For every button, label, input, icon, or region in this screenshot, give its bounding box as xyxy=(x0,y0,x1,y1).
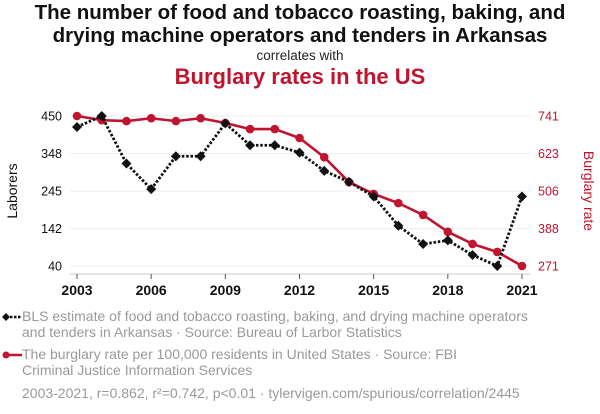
series-laborers-point xyxy=(96,111,107,121)
series-laborers-point xyxy=(121,158,132,169)
y-axis-right-label: Burglary rate xyxy=(581,151,597,231)
y-right-tick-label: 741 xyxy=(538,110,559,124)
y-right-tick-label: 388 xyxy=(538,222,559,236)
series-laborers-point xyxy=(492,261,503,271)
series-laborers-point xyxy=(195,151,206,162)
line-chart: 450 348 245 142 40 741 623 506 388 271 2003 2006 200… xyxy=(4,110,597,299)
series-laborers-point xyxy=(393,220,404,231)
y-right-tick-label: 271 xyxy=(538,260,559,274)
y-right-tick-label: 506 xyxy=(538,185,559,199)
title-line-1: The number of food and tobacco roasting,… xyxy=(34,1,566,24)
series-group xyxy=(72,111,527,271)
series-burglary-point xyxy=(196,113,205,123)
x-tick-label: 2018 xyxy=(432,282,463,298)
series-burglary-point xyxy=(394,198,403,208)
series-burglary-point xyxy=(443,227,453,237)
correlates-text: correlates with xyxy=(256,48,344,63)
x-tick-label: 2015 xyxy=(358,282,389,298)
x-tick-label: 2009 xyxy=(210,282,241,298)
y-right-tick-label: 623 xyxy=(538,147,559,161)
series-laborers-point xyxy=(319,165,330,176)
y-left-tick-label: 348 xyxy=(41,147,62,161)
series-laborers-point xyxy=(442,235,453,246)
title-line-2: drying machine operators and tenders in … xyxy=(52,24,548,47)
chart-title: The number of food and tobacco roasting,… xyxy=(0,1,600,47)
chart-subtitle: Burglary rates in the US xyxy=(174,64,426,89)
series-laborers-point xyxy=(269,140,280,151)
diamond-icon xyxy=(2,313,10,321)
gridlines xyxy=(70,115,530,267)
series-burglary-point xyxy=(319,152,329,162)
legend-item-series1-line1: BLS estimate of food and tobacco roastin… xyxy=(22,308,528,324)
series-laborers-point xyxy=(245,140,256,151)
series-laborers-point xyxy=(294,147,305,158)
circle-icon xyxy=(2,351,10,359)
series-laborers-point xyxy=(220,118,231,129)
legend-item-series2-line1: The burglary rate per 100,000 residents … xyxy=(22,346,458,362)
x-tick-label: 2012 xyxy=(284,282,315,298)
x-tick-label: 2003 xyxy=(61,282,92,298)
series-laborers-point xyxy=(418,239,429,250)
series-burglary-point xyxy=(122,116,131,126)
legend-item-series2: The burglary rate per 100,000 residents … xyxy=(22,346,592,378)
y-left-tick-label: 450 xyxy=(41,110,62,124)
x-tick-label: 2021 xyxy=(506,282,537,298)
series-burglary-point xyxy=(245,124,255,134)
series-burglary-point xyxy=(492,247,502,257)
series-burglary-point xyxy=(418,210,428,220)
series-burglary-point xyxy=(146,113,156,123)
series-laborers-point xyxy=(517,191,527,202)
series-burglary-point xyxy=(171,116,181,126)
series-laborers-point xyxy=(170,151,181,162)
series-laborers-point xyxy=(467,250,478,261)
series-laborers-point xyxy=(368,191,379,202)
series-burglary-point xyxy=(72,111,82,121)
y-left-tick-label: 40 xyxy=(48,260,62,274)
series-burglary-point xyxy=(270,124,280,134)
y-left-tick-label: 245 xyxy=(41,185,62,199)
legend-marker-series1 xyxy=(2,313,22,321)
series-laborers-point xyxy=(146,184,157,195)
y-left-tick-label: 142 xyxy=(41,222,62,236)
footer-stats: 2003-2021, r=0.862, r²=0.742, p<0.01 · t… xyxy=(22,385,520,401)
axes: 450 348 245 142 40 741 623 506 388 271 2003 2006 200… xyxy=(41,110,559,299)
legend-item-series1-line2: and tenders in Arkansas · Source: Bureau… xyxy=(22,324,402,340)
legend-item-series2-line2: Criminal Justice Information Services xyxy=(22,362,253,378)
legend-marker-series2 xyxy=(2,351,22,359)
series-laborers-point xyxy=(72,121,82,132)
series-laborers-point xyxy=(343,176,354,187)
series-burglary-point xyxy=(468,239,477,249)
y-axis-left-label: Laborers xyxy=(4,163,20,218)
series-burglary-point xyxy=(295,133,304,143)
series-burglary-point xyxy=(517,261,527,271)
legend-item-series1: BLS estimate of food and tobacco roastin… xyxy=(22,308,592,340)
x-tick-label: 2006 xyxy=(136,282,167,298)
